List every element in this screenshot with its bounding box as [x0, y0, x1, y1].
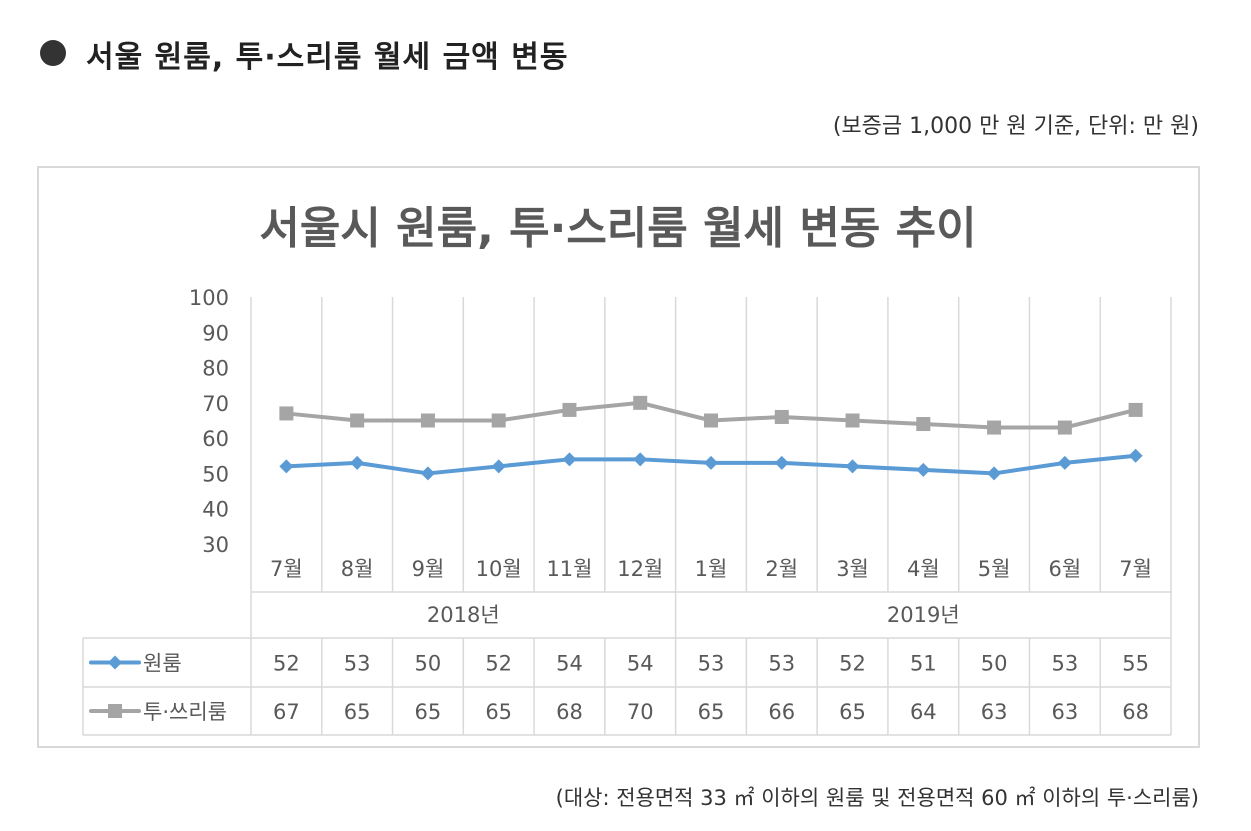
chart-title: 서울시 원룸, 투·스리룸 월세 변동 추이 — [259, 203, 976, 254]
data-point-square — [774, 409, 789, 424]
y-tick-label: 50 — [202, 462, 229, 486]
data-point-square — [279, 406, 294, 421]
page-title: 서울 원룸, 투·스리룸 월세 금액 변동 — [86, 40, 569, 75]
data-point-diamond — [987, 466, 1002, 481]
x-tick-label: 1월 — [695, 557, 728, 581]
x-tick-label: 9월 — [412, 557, 445, 581]
data-point-diamond — [562, 452, 577, 467]
data-point-square — [491, 413, 506, 428]
table-value: 64 — [910, 700, 937, 724]
table-value: 52 — [839, 652, 866, 676]
table-value: 53 — [1051, 652, 1078, 676]
legend-key-square — [108, 704, 122, 718]
data-point-diamond — [491, 459, 506, 474]
legend-label: 원룸 — [143, 652, 182, 676]
x-tick-label: 6월 — [1049, 557, 1082, 581]
table-value: 63 — [1051, 700, 1078, 724]
y-tick-label: 30 — [202, 533, 229, 557]
x-tick-label: 12월 — [617, 557, 663, 581]
table-value: 51 — [910, 652, 937, 676]
x-tick-label: 2월 — [765, 557, 798, 581]
data-point-diamond — [420, 466, 435, 481]
data-point-diamond — [279, 459, 294, 474]
y-tick-label: 40 — [202, 498, 229, 522]
y-tick-label: 90 — [202, 321, 229, 345]
target-note: (대상: 전용면적 33 ㎡ 이하의 원룸 및 전용면적 60 ㎡ 이하의 투·… — [555, 786, 1199, 810]
x-tick-label: 4월 — [907, 557, 940, 581]
table-value: 52 — [485, 652, 512, 676]
table-value: 55 — [1122, 652, 1149, 676]
unit-note: (보증금 1,000 만 원 기준, 단위: 만 원) — [832, 114, 1199, 139]
x-tick-label: 7월 — [270, 557, 303, 581]
table-value: 65 — [698, 700, 725, 724]
data-point-diamond — [350, 455, 365, 470]
y-tick-label: 80 — [202, 357, 229, 381]
legend-key-diamond — [108, 655, 122, 670]
data-point-square — [987, 420, 1002, 435]
table-value: 53 — [698, 652, 725, 676]
data-point-square — [916, 417, 931, 432]
x-tick-label: 11월 — [546, 557, 592, 581]
table-value: 53 — [344, 652, 371, 676]
data-point-square — [1057, 420, 1072, 435]
table-value: 65 — [415, 700, 442, 724]
x-tick-label: 10월 — [476, 557, 522, 581]
data-point-square — [704, 413, 718, 428]
data-point-diamond — [774, 455, 789, 470]
legend-label: 투·쓰리룸 — [143, 700, 227, 724]
data-point-square — [350, 413, 365, 428]
table-value: 50 — [981, 652, 1008, 676]
x-tick-label: 8월 — [341, 557, 374, 581]
table-value: 52 — [273, 652, 300, 676]
table-value: 53 — [768, 652, 795, 676]
data-point-diamond — [1057, 455, 1072, 470]
x-tick-label: 3월 — [836, 557, 869, 581]
table-value: 50 — [415, 652, 442, 676]
table-value: 70 — [627, 700, 654, 724]
data-point-square — [1128, 402, 1143, 417]
data-point-diamond — [845, 459, 860, 474]
chart-frame — [37, 166, 1200, 748]
group-label: 2019년 — [887, 603, 960, 627]
data-point-diamond — [916, 462, 931, 477]
table-value: 54 — [556, 652, 583, 676]
table-value: 65 — [344, 700, 371, 724]
data-point-square — [845, 413, 860, 428]
table-value: 66 — [768, 700, 795, 724]
x-tick-label: 5월 — [978, 557, 1011, 581]
y-tick-label: 60 — [202, 427, 229, 451]
data-point-diamond — [633, 452, 648, 467]
table-value: 65 — [485, 700, 512, 724]
data-point-diamond — [704, 455, 718, 470]
data-point-square — [633, 395, 648, 410]
table-value: 68 — [556, 700, 583, 724]
table-value: 65 — [839, 700, 866, 724]
table-value: 63 — [981, 700, 1008, 724]
data-point-diamond — [1128, 448, 1143, 463]
data-point-square — [562, 402, 577, 417]
bullet-icon — [40, 40, 66, 66]
group-label: 2018년 — [427, 603, 500, 627]
table-value: 68 — [1122, 700, 1149, 724]
table-value: 54 — [627, 652, 654, 676]
data-point-square — [420, 413, 435, 428]
y-tick-label: 100 — [189, 286, 229, 310]
y-tick-label: 70 — [202, 392, 229, 416]
x-tick-label: 7월 — [1119, 557, 1152, 581]
table-value: 67 — [273, 700, 300, 724]
